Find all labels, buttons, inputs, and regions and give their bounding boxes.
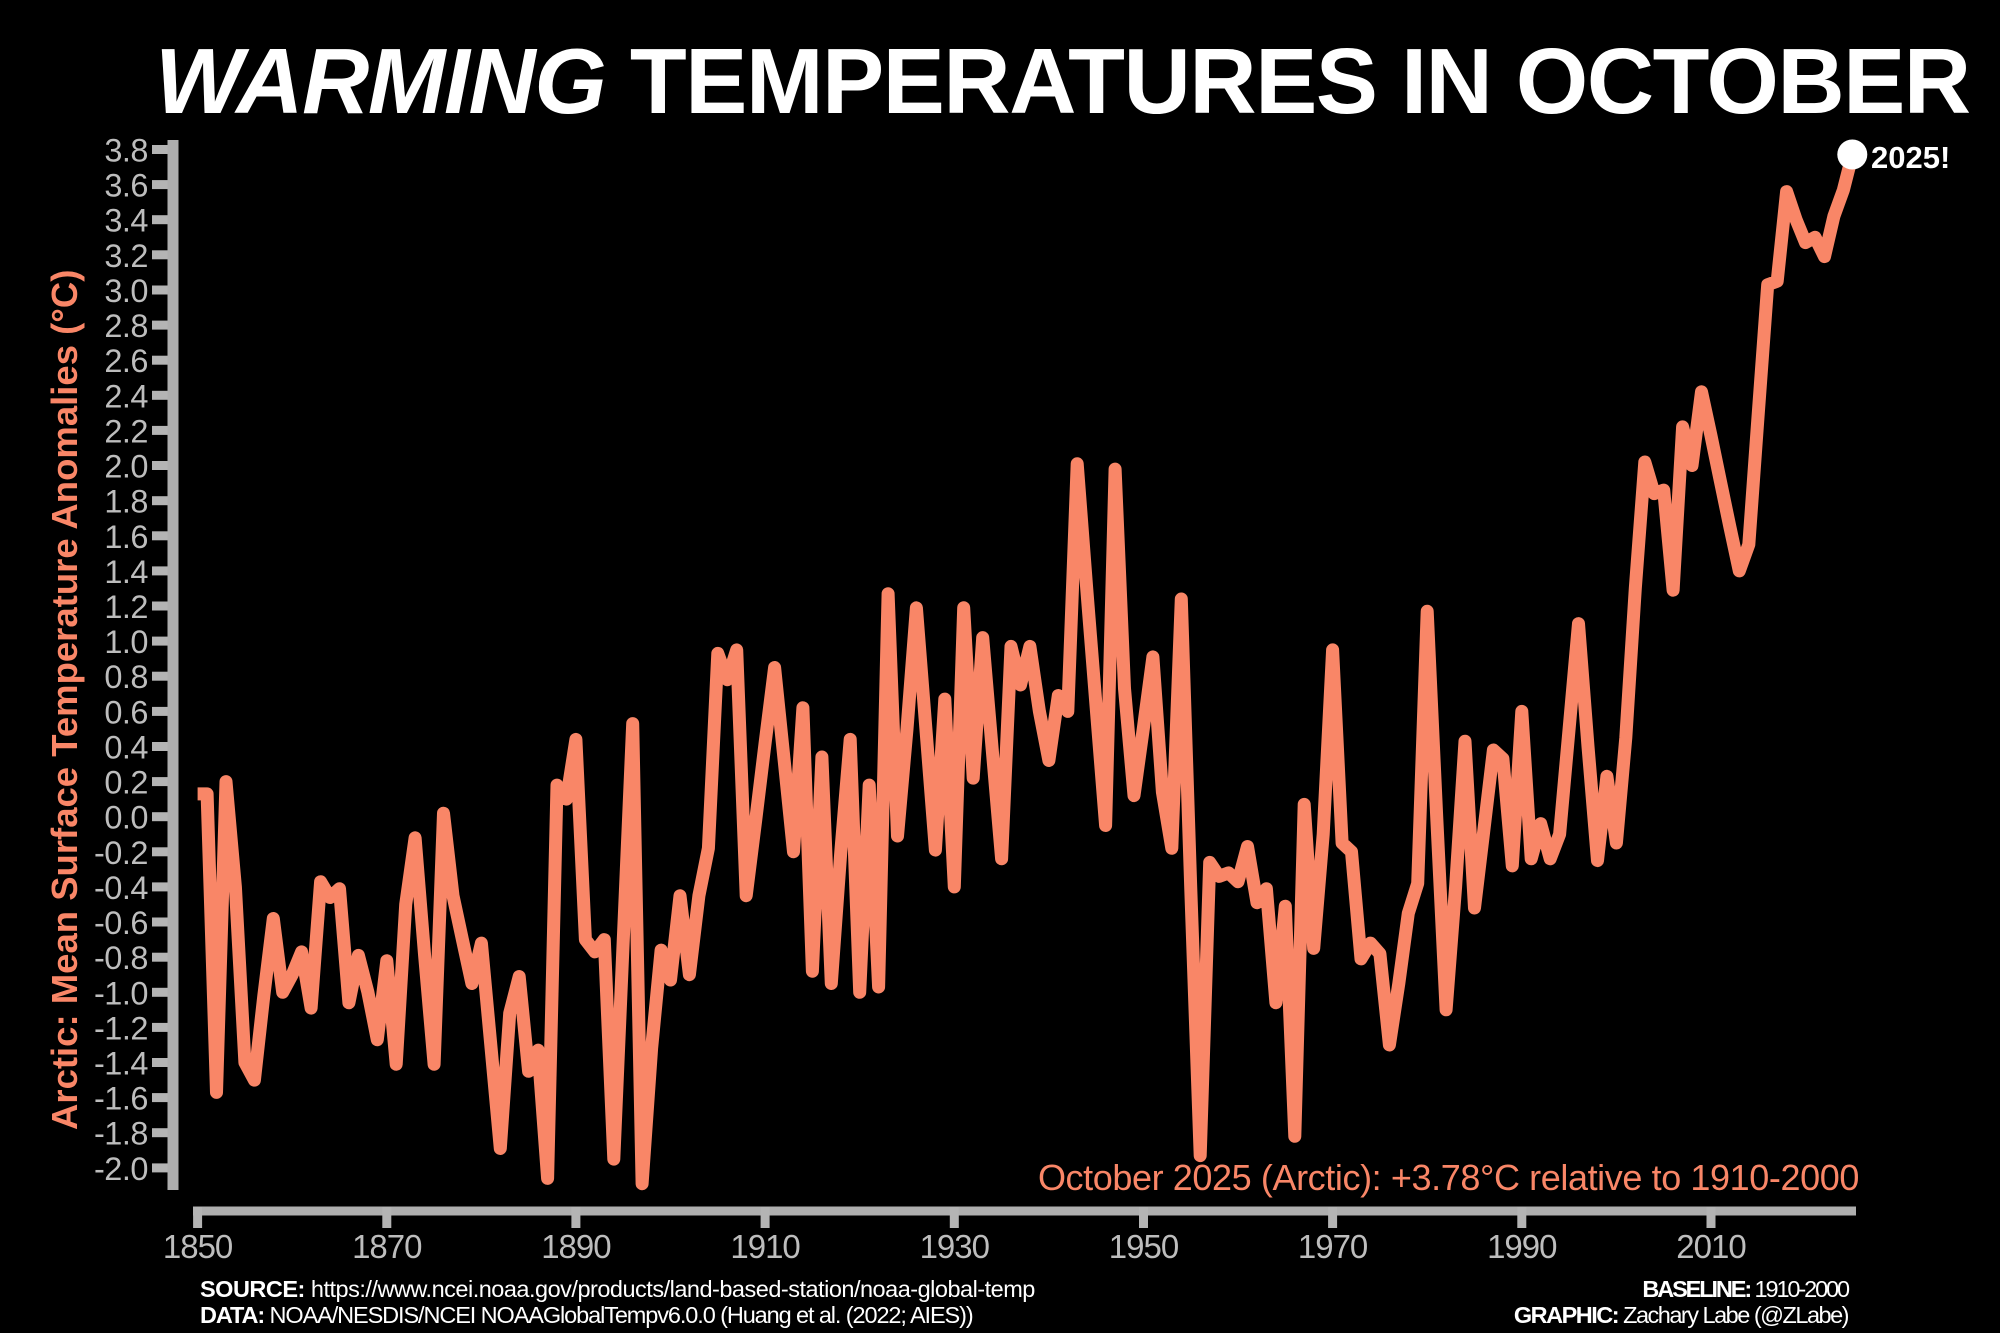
svg-text:-1.6: -1.6: [94, 1081, 148, 1117]
svg-text:3.2: 3.2: [104, 238, 148, 274]
svg-text:3.6: 3.6: [104, 168, 148, 204]
svg-text:-0.2: -0.2: [94, 835, 148, 871]
svg-text:3.8: 3.8: [104, 133, 148, 169]
svg-text:1970: 1970: [1298, 1228, 1368, 1265]
svg-text:0.8: 0.8: [104, 659, 148, 695]
svg-text:-2.0: -2.0: [94, 1151, 148, 1187]
svg-text:0.4: 0.4: [104, 730, 148, 766]
svg-text:1.6: 1.6: [104, 519, 148, 555]
svg-text:2010: 2010: [1676, 1228, 1746, 1265]
svg-text:0.0: 0.0: [104, 800, 148, 836]
svg-text:1850: 1850: [163, 1228, 233, 1265]
svg-text:1.2: 1.2: [104, 589, 148, 625]
svg-text:-0.8: -0.8: [94, 940, 148, 976]
svg-text:-1.8: -1.8: [94, 1116, 148, 1152]
svg-text:2.0: 2.0: [104, 449, 148, 485]
svg-text:1930: 1930: [920, 1228, 990, 1265]
svg-text:1890: 1890: [541, 1228, 611, 1265]
svg-text:1870: 1870: [352, 1228, 422, 1265]
svg-text:1950: 1950: [1109, 1228, 1179, 1265]
svg-text:2.4: 2.4: [104, 378, 148, 414]
svg-text:3.0: 3.0: [104, 273, 148, 309]
svg-text:1.8: 1.8: [104, 484, 148, 520]
svg-text:1990: 1990: [1487, 1228, 1557, 1265]
svg-text:0.6: 0.6: [104, 694, 148, 730]
svg-text:3.4: 3.4: [104, 203, 148, 239]
svg-text:-1.2: -1.2: [94, 1010, 148, 1046]
svg-text:2.2: 2.2: [104, 413, 148, 449]
svg-text:-0.6: -0.6: [94, 905, 148, 941]
svg-text:-1.4: -1.4: [94, 1046, 148, 1082]
svg-text:2.6: 2.6: [104, 343, 148, 379]
svg-text:2.8: 2.8: [104, 308, 148, 344]
svg-text:1.0: 1.0: [104, 624, 148, 660]
svg-text:1.4: 1.4: [104, 554, 148, 590]
svg-text:-0.4: -0.4: [94, 870, 148, 906]
svg-text:0.2: 0.2: [104, 765, 148, 801]
svg-text:1910: 1910: [730, 1228, 800, 1265]
svg-text:-1.0: -1.0: [94, 975, 148, 1011]
